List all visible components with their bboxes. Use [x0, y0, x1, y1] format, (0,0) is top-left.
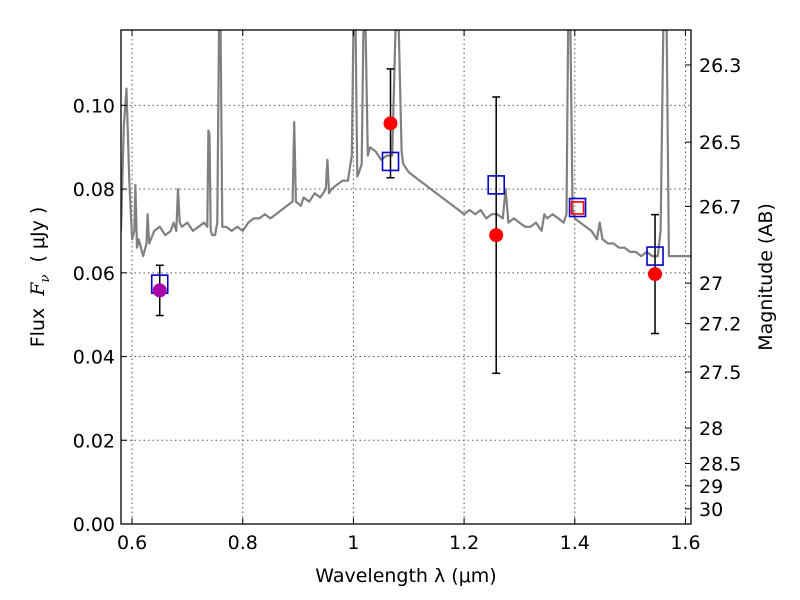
y2-tick-label: 27	[699, 273, 723, 295]
plot-area	[121, 30, 691, 375]
synthetic-photometry-point	[568, 197, 587, 218]
y-axis-label: Flux Fν ( μJy )	[27, 207, 53, 348]
y-tick-label: 0.08	[73, 179, 115, 201]
x-tick-label: 1	[347, 532, 359, 554]
observed-photometry-point	[152, 283, 167, 298]
observed-photometry-point	[383, 116, 398, 131]
model-spectrum-line	[121, 30, 691, 258]
y-tick-label: 0.06	[73, 263, 115, 285]
y2-tick-label: 29	[699, 476, 723, 498]
y-tick-label: 0.00	[73, 514, 115, 536]
grid-lines	[121, 30, 691, 525]
plot-frame	[120, 29, 692, 525]
y-tick-label: 0.04	[73, 347, 115, 369]
y2-tick-label: 30	[699, 499, 723, 521]
observed-photometry-point	[489, 228, 504, 243]
y2-tick-label: 28	[699, 418, 723, 440]
x-tick-label: 0.6	[117, 532, 147, 554]
x-tick-label: 0.8	[228, 532, 258, 554]
y2-tick-label: 26.3	[699, 55, 741, 77]
y2-tick-label: 27.2	[699, 314, 741, 336]
y2-tick-label: 28.5	[699, 453, 741, 475]
synthetic-photometry-point	[487, 175, 506, 195]
observed-photometry-point	[570, 201, 585, 215]
x-tick-label: 1.4	[560, 532, 590, 554]
x-tick-label: 1.6	[670, 532, 700, 554]
x-tick-label: 1.2	[449, 532, 479, 554]
y-tick-label: 0.02	[73, 430, 115, 452]
y2-axis-label: Magnitude (AB)	[755, 203, 777, 351]
y2-tick-label: 26.5	[699, 132, 741, 154]
y2-tick-label: 27.5	[699, 362, 741, 384]
y-tick-label: 0.10	[73, 95, 115, 117]
x-axis-label: Wavelength λ (μm)	[315, 565, 496, 587]
synthetic-photometry-point	[381, 151, 400, 172]
axis-ticks: 0.6 0.8 1 1.2 1.4 1.6 0.00 0.02 0.04 0.06 0.08 0.10…	[73, 30, 741, 554]
y2-tick-label: 26.7	[699, 196, 741, 218]
observed-photometry-point	[648, 267, 663, 282]
synthetic-photometry-point	[646, 246, 664, 266]
